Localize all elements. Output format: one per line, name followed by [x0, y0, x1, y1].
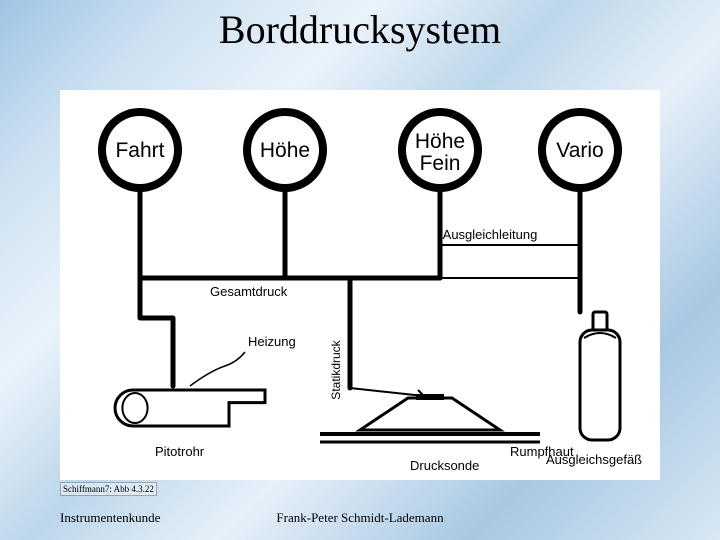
svg-text:Ausgleichleitung: Ausgleichleitung [443, 227, 538, 242]
pressure-system-diagram: Ausgleichleitung Gesamtdruck Heizung Statik… [60, 90, 660, 480]
svg-text:Ausgleichsgefäß: Ausgleichsgefäß [546, 452, 642, 467]
svg-text:Heizung: Heizung [248, 334, 296, 349]
svg-text:Pitotrohr: Pitotrohr [155, 444, 205, 459]
slide-root: Borddrucksystem Ausgleichleitung Gesamtdr… [0, 0, 720, 540]
svg-text:Höhe: Höhe [415, 130, 465, 153]
figure-credit: Schiffmann7: Abb 4.3.22 [60, 482, 157, 496]
diagram-figure: Ausgleichleitung Gesamtdruck Heizung Statik… [60, 90, 660, 480]
svg-text:Fein: Fein [420, 152, 461, 175]
svg-text:Höhe: Höhe [260, 139, 310, 162]
svg-text:Fahrt: Fahrt [115, 139, 164, 162]
svg-text:Gesamtdruck: Gesamtdruck [210, 284, 288, 299]
footer-center: Frank-Peter Schmidt-Lademann [0, 510, 720, 526]
svg-text:Statikdruck: Statikdruck [329, 339, 343, 399]
slide-title: Borddrucksystem [0, 6, 720, 53]
svg-text:Drucksonde: Drucksonde [410, 458, 479, 473]
svg-text:Vario: Vario [556, 139, 603, 162]
